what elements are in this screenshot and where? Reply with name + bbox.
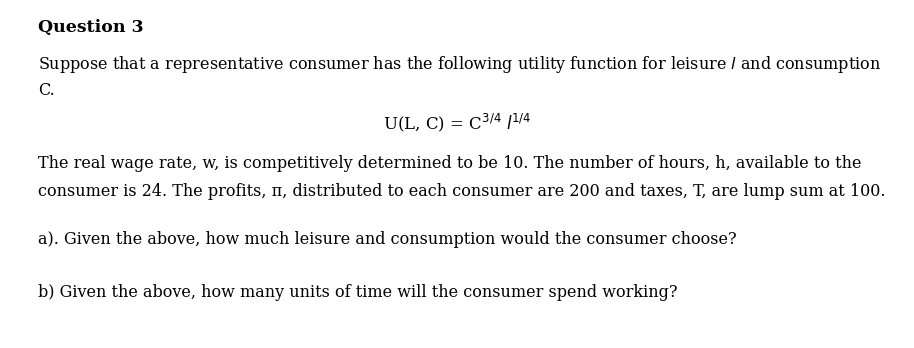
Text: a). Given the above, how much leisure and consumption would the consumer choose?: a). Given the above, how much leisure an…	[38, 231, 737, 248]
Text: consumer is 24. The profits, π, distributed to each consumer are 200 and taxes, : consumer is 24. The profits, π, distribu…	[38, 183, 886, 200]
Text: Suppose that a representative consumer has the following utility function for le: Suppose that a representative consumer h…	[38, 54, 881, 75]
Text: U(L, C) = C$^{3/4}$ $\mathit{l}$$^{1/4}$: U(L, C) = C$^{3/4}$ $\mathit{l}$$^{1/4}$	[383, 112, 531, 134]
Text: C.: C.	[38, 82, 55, 99]
Text: Question 3: Question 3	[38, 19, 143, 36]
Text: The real wage rate, w, is competitively determined to be 10. The number of hours: The real wage rate, w, is competitively …	[38, 155, 862, 172]
Text: b) Given the above, how many units of time will the consumer spend working?: b) Given the above, how many units of ti…	[38, 284, 677, 301]
